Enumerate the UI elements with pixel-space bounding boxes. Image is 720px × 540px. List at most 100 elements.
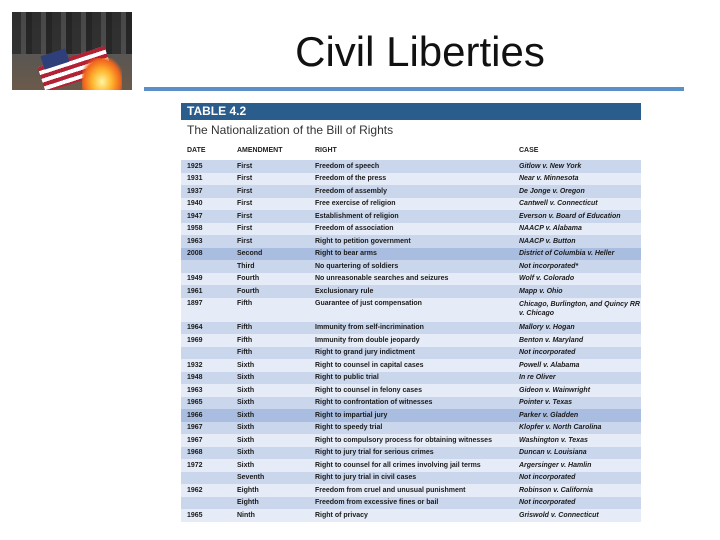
- cell-date: 1931: [187, 175, 203, 183]
- cell-amendment: First: [237, 200, 253, 208]
- cell-case: Not incorporated: [519, 349, 576, 357]
- table-row: 1963 Sixth Right to counsel in felony case…: [181, 384, 641, 397]
- cell-right: Right to counsel in capital cases: [315, 361, 424, 369]
- table-row: 1958 First Freedom of association NAACP v. …: [181, 222, 641, 235]
- cell-right: Right to grand jury indictment: [315, 349, 415, 357]
- cell-right: Right to speedy trial: [315, 424, 383, 432]
- cell-case: Gitlow v. New York: [519, 162, 582, 170]
- cell-case: Wolf v. Colorado: [519, 275, 575, 283]
- cell-amendment: Sixth: [237, 399, 255, 407]
- cell-amendment: Eighth: [237, 486, 259, 494]
- cell-right: No unreasonable searches and seizures: [315, 275, 449, 283]
- cell-case: Everson v. Board of Education: [519, 212, 621, 220]
- cell-case: Pointer v. Texas: [519, 399, 573, 407]
- cell-amendment: Third: [237, 262, 255, 270]
- table-row: 1962 Eighth Freedom from cruel and unusual…: [181, 484, 641, 497]
- cell-right: No quartering of soldiers: [315, 262, 399, 270]
- table-row: 1937 First Freedom of assembly De Jonge v. …: [181, 185, 641, 198]
- cell-case: Parker v. Gladden: [519, 411, 579, 419]
- bill-of-rights-table: TABLE 4.2 The Nationalization of the Bil…: [181, 103, 641, 527]
- cell-case: Near v. Minnesota: [519, 175, 579, 183]
- slide-title: Civil Liberties: [295, 28, 545, 75]
- title-divider: [144, 87, 684, 91]
- cell-date: 1948: [187, 374, 203, 382]
- cell-amendment: Sixth: [237, 461, 255, 469]
- cell-case: Mallory v. Hogan: [519, 324, 575, 332]
- cell-right: Right to compulsory process for obtainin…: [315, 436, 492, 444]
- cell-case: Not incorporated: [519, 499, 576, 507]
- cell-right: Right to public trial: [315, 374, 379, 382]
- table-row: 1932 Sixth Right to counsel in capital cas…: [181, 359, 641, 372]
- crowd-image-region: [12, 12, 132, 54]
- cell-amendment: Fifth: [237, 336, 253, 344]
- cell-amendment: First: [237, 162, 253, 170]
- cell-date: 1961: [187, 287, 203, 295]
- table-row: 1897 Fifth Guarantee of just compensation C…: [181, 297, 641, 322]
- table-column-headers: DATE AMENDMENT RIGHT CASE: [181, 140, 641, 160]
- cell-date: 1963: [187, 386, 203, 394]
- cell-amendment: Fifth: [237, 349, 253, 357]
- cell-date: 1949: [187, 275, 203, 283]
- table-row: Third No quartering of soldiers Not incorp…: [181, 260, 641, 273]
- cell-date: 1968: [187, 449, 203, 457]
- cell-right: Guarantee of just compensation: [315, 299, 422, 307]
- cell-amendment: Sixth: [237, 386, 255, 394]
- cell-date: 1958: [187, 225, 203, 233]
- cell-right: Freedom of assembly: [315, 187, 387, 195]
- cell-amendment: Sixth: [237, 411, 255, 419]
- cell-date: 1964: [187, 324, 203, 332]
- cell-right: Right to bear arms: [315, 250, 377, 258]
- cell-case: Gideon v. Wainwright: [519, 386, 591, 394]
- column-header-case: CASE: [519, 146, 539, 154]
- cell-date: 1967: [187, 424, 203, 432]
- cell-case: NAACP v. Button: [519, 237, 576, 245]
- cell-right: Right to impartial jury: [315, 411, 388, 419]
- table-row: 1940 First Free exercise of religion Cantwe…: [181, 197, 641, 210]
- cell-case: Benton v. Maryland: [519, 336, 584, 344]
- cell-date: 1962: [187, 486, 203, 494]
- cell-date: 2008: [187, 250, 203, 258]
- table-row: 1969 Fifth Immunity from double jeopardy Be…: [181, 334, 641, 347]
- cell-date: 1947: [187, 212, 203, 220]
- cell-date: 1963: [187, 237, 203, 245]
- table-row: 1967 Sixth Right to compulsory process for…: [181, 434, 641, 447]
- cell-date: 1966: [187, 411, 203, 419]
- table-row: 1972 Sixth Right to counsel for all crimes…: [181, 459, 641, 472]
- cell-case: Duncan v. Louisiana: [519, 449, 587, 457]
- cell-right: Free exercise of religion: [315, 200, 396, 208]
- cell-amendment: First: [237, 237, 253, 245]
- cell-right: Immunity from double jeopardy: [315, 336, 420, 344]
- table-row: 2008 Second Right to bear arms District of …: [181, 247, 641, 260]
- table-row: 1925 First Freedom of speech Gitlow v. New …: [181, 160, 641, 173]
- column-header-right: RIGHT: [315, 146, 337, 154]
- cell-amendment: Sixth: [237, 449, 255, 457]
- cell-case: Not incorporated*: [519, 262, 579, 270]
- table-row: 1965 Sixth Right to confrontation of witne…: [181, 396, 641, 409]
- cell-case: In re Oliver: [519, 374, 556, 382]
- cell-date: 1967: [187, 436, 203, 444]
- cell-case: Washington v. Texas: [519, 436, 588, 444]
- cell-case: Cantwell v. Connecticut: [519, 200, 598, 208]
- fire-icon: [82, 58, 122, 90]
- cell-date: 1897: [187, 299, 203, 307]
- table-row: 1968 Sixth Right to jury trial for serious…: [181, 446, 641, 459]
- cell-date: 1925: [187, 162, 203, 170]
- cell-case: Chicago, Burlington, and Quincy RR v. Ch…: [519, 300, 640, 317]
- cell-case: Mapp v. Ohio: [519, 287, 563, 295]
- cell-amendment: Fifth: [237, 324, 253, 332]
- cell-right: Right of privacy: [315, 511, 368, 519]
- cell-right: Freedom of speech: [315, 162, 380, 170]
- cell-date: 1965: [187, 399, 203, 407]
- cell-right: Establishment of religion: [315, 212, 399, 220]
- cell-case: Griswold v. Connecticut: [519, 511, 599, 519]
- cell-case: District of Columbia v. Heller: [519, 250, 615, 258]
- cell-case: De Jonge v. Oregon: [519, 187, 585, 195]
- table-row: 1961 Fourth Exclusionary rule Mapp v. Ohio: [181, 285, 641, 298]
- table-row: 1931 First Freedom of the press Near v. Min…: [181, 172, 641, 185]
- cell-amendment: Ninth: [237, 511, 255, 519]
- cell-amendment: Sixth: [237, 374, 255, 382]
- cell-date: 1940: [187, 200, 203, 208]
- cell-amendment: Eighth: [237, 499, 259, 507]
- cell-right: Freedom of association: [315, 225, 394, 233]
- table-row: 1947 First Establishment of religion Everso…: [181, 210, 641, 223]
